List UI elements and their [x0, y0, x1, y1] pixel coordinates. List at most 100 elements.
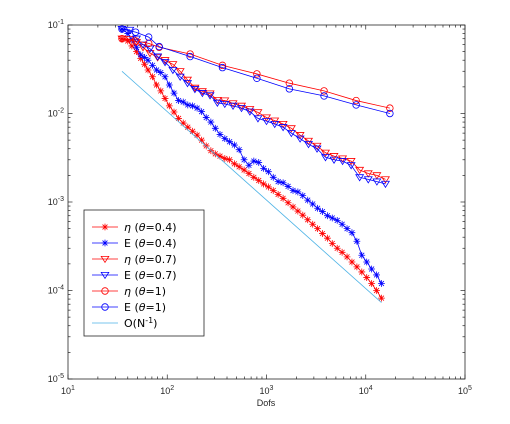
data-point [165, 81, 173, 89]
data-point [155, 42, 163, 51]
data-point [245, 170, 253, 177]
data-point [338, 158, 348, 166]
data-point [285, 85, 294, 93]
data-point [118, 25, 126, 33]
data-point [175, 73, 185, 81]
x-tick-label: 104 [359, 385, 373, 396]
data-point [338, 220, 346, 228]
data-point [184, 123, 192, 131]
data-point [253, 70, 261, 78]
data-point [264, 183, 272, 191]
ticks-layer: 101 102 103 104 105 10-5 10-4 10-3 10-2 10-1 [48, 19, 472, 396]
data-point [218, 63, 227, 72]
y-tick-label: 10-5 [48, 373, 64, 384]
data-point [386, 104, 394, 112]
data-point [118, 35, 126, 43]
data-point [236, 105, 247, 113]
data-point [363, 176, 373, 184]
data-point [352, 101, 360, 109]
data-point [128, 42, 136, 50]
series-line [121, 28, 390, 114]
data-point [193, 131, 201, 139]
data-point [284, 183, 292, 190]
data-point [368, 265, 376, 273]
data-point [168, 66, 178, 75]
data-point [328, 214, 336, 222]
series-layer [117, 25, 394, 303]
series-6 [118, 25, 394, 118]
data-point [279, 179, 287, 187]
data-point [289, 187, 297, 194]
data-point [343, 253, 351, 261]
data-point [175, 97, 182, 104]
data-point [299, 192, 307, 200]
legend-label: η (θ=0.7) [124, 253, 177, 266]
data-point [141, 60, 148, 68]
data-point [320, 92, 328, 100]
series-line [121, 38, 386, 180]
legend-label: E (θ=0.7) [124, 269, 177, 282]
data-point [175, 115, 182, 122]
data-point [274, 190, 282, 198]
data-point [193, 104, 201, 112]
data-point [211, 124, 219, 132]
legend-box [83, 209, 205, 337]
data-point [228, 100, 238, 108]
data-point [145, 45, 155, 53]
data-point [190, 86, 200, 94]
data-point [346, 162, 356, 170]
x-tick-label: 103 [260, 385, 274, 396]
data-point [137, 51, 145, 59]
data-point [372, 178, 382, 186]
legend-label: η (θ=0.4) [124, 221, 177, 234]
series-line [121, 38, 390, 109]
legend-entry: E (θ=1) [92, 301, 166, 314]
data-point [205, 92, 215, 100]
data-point [253, 74, 261, 82]
data-point [240, 156, 248, 164]
data-point [161, 95, 169, 102]
legend-marker [100, 271, 110, 280]
data-point [124, 30, 132, 37]
legend-marker [101, 239, 109, 247]
data-point [373, 287, 380, 294]
data-point [236, 102, 247, 111]
data-point [324, 234, 331, 242]
data-point [228, 102, 238, 111]
data-point [358, 251, 366, 259]
series-1 [118, 35, 385, 302]
data-point [338, 248, 346, 256]
data-point [278, 124, 288, 132]
series-2 [118, 25, 385, 287]
data-point [220, 100, 230, 109]
data-point [289, 203, 297, 211]
data-point [235, 163, 243, 171]
legend-label: E (θ=1) [124, 301, 166, 314]
data-point [231, 160, 238, 168]
data-point [309, 200, 317, 208]
data-point [157, 87, 165, 95]
data-point [245, 161, 253, 169]
data-point [202, 114, 210, 121]
data-point [286, 130, 296, 138]
data-point [355, 166, 365, 175]
x-tick-label: 102 [160, 385, 174, 396]
data-point [186, 50, 194, 58]
data-point [153, 81, 160, 89]
data-point [363, 170, 373, 178]
legend: η (θ=0.4) E (θ=0.4) η (θ=0.7) E (θ=0.7) η (θ… [83, 209, 205, 337]
data-point [284, 199, 292, 207]
data-point [216, 131, 224, 138]
data-point [161, 73, 169, 81]
series-line [121, 70, 382, 303]
data-point [338, 155, 348, 163]
data-point [328, 240, 336, 247]
data-point [269, 173, 277, 181]
data-point [260, 164, 268, 172]
legend-entry: η (θ=1) [92, 285, 166, 298]
data-point [304, 216, 312, 224]
data-point [179, 98, 187, 106]
data-point [133, 48, 140, 56]
data-point [329, 153, 339, 161]
data-point [372, 172, 382, 180]
